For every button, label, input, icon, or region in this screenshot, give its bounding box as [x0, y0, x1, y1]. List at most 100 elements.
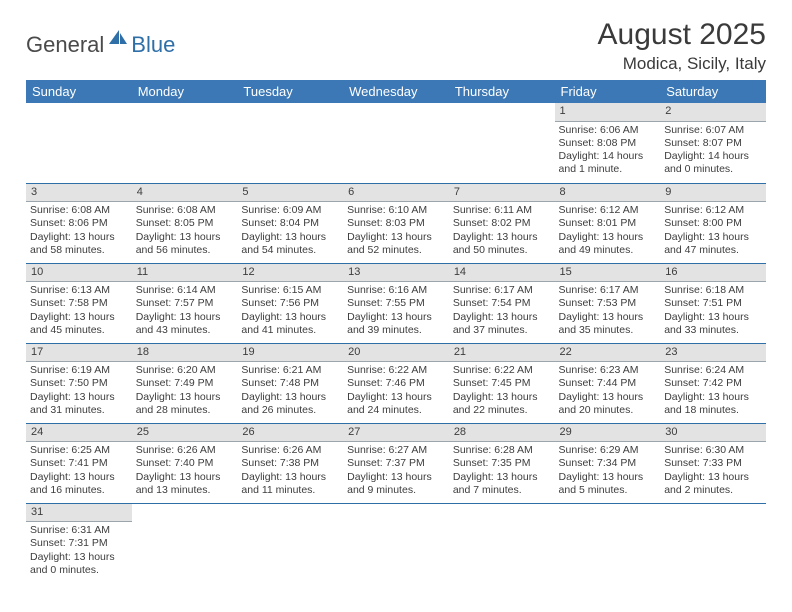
sunrise-text: Sunrise: 6:07 AM: [664, 124, 762, 137]
sunset-text: Sunset: 7:34 PM: [559, 457, 657, 470]
day-details: Sunrise: 6:13 AMSunset: 7:58 PMDaylight:…: [26, 282, 132, 340]
day-number: 21: [449, 344, 555, 363]
weekday-header: Thursday: [449, 80, 555, 103]
daylight-text: Daylight: 13 hours and 11 minutes.: [241, 471, 339, 497]
day-details: Sunrise: 6:08 AMSunset: 8:05 PMDaylight:…: [132, 202, 238, 260]
daylight-text: Daylight: 13 hours and 9 minutes.: [347, 471, 445, 497]
calendar-day-cell: 16Sunrise: 6:18 AMSunset: 7:51 PMDayligh…: [660, 263, 766, 343]
day-details: Sunrise: 6:12 AMSunset: 8:00 PMDaylight:…: [660, 202, 766, 260]
day-number: 10: [26, 264, 132, 283]
day-number: 15: [555, 264, 661, 283]
daylight-text: Daylight: 13 hours and 50 minutes.: [453, 231, 551, 257]
weekday-header: Monday: [132, 80, 238, 103]
calendar-week-row: 24Sunrise: 6:25 AMSunset: 7:41 PMDayligh…: [26, 423, 766, 503]
sunset-text: Sunset: 7:54 PM: [453, 297, 551, 310]
day-number: 18: [132, 344, 238, 363]
calendar-week-row: 31Sunrise: 6:31 AMSunset: 7:31 PMDayligh…: [26, 503, 766, 583]
calendar-day-cell: [555, 503, 661, 583]
header: General Blue August 2025 Modica, Sicily,…: [26, 18, 766, 74]
calendar-day-cell: 17Sunrise: 6:19 AMSunset: 7:50 PMDayligh…: [26, 343, 132, 423]
day-details: Sunrise: 6:26 AMSunset: 7:38 PMDaylight:…: [237, 442, 343, 500]
daylight-text: Daylight: 13 hours and 16 minutes.: [30, 471, 128, 497]
sunset-text: Sunset: 8:06 PM: [30, 217, 128, 230]
daylight-text: Daylight: 13 hours and 49 minutes.: [559, 231, 657, 257]
weekday-header: Friday: [555, 80, 661, 103]
sunrise-text: Sunrise: 6:06 AM: [559, 124, 657, 137]
day-details: Sunrise: 6:25 AMSunset: 7:41 PMDaylight:…: [26, 442, 132, 500]
day-details: Sunrise: 6:22 AMSunset: 7:45 PMDaylight:…: [449, 362, 555, 420]
sunset-text: Sunset: 7:33 PM: [664, 457, 762, 470]
calendar-day-cell: 5Sunrise: 6:09 AMSunset: 8:04 PMDaylight…: [237, 183, 343, 263]
sunset-text: Sunset: 7:58 PM: [30, 297, 128, 310]
sunset-text: Sunset: 7:48 PM: [241, 377, 339, 390]
day-number: 20: [343, 344, 449, 363]
weekday-header-row: Sunday Monday Tuesday Wednesday Thursday…: [26, 80, 766, 103]
calendar-day-cell: 31Sunrise: 6:31 AMSunset: 7:31 PMDayligh…: [26, 503, 132, 583]
calendar-day-cell: 8Sunrise: 6:12 AMSunset: 8:01 PMDaylight…: [555, 183, 661, 263]
day-details: Sunrise: 6:11 AMSunset: 8:02 PMDaylight:…: [449, 202, 555, 260]
calendar-day-cell: 19Sunrise: 6:21 AMSunset: 7:48 PMDayligh…: [237, 343, 343, 423]
sunrise-text: Sunrise: 6:09 AM: [241, 204, 339, 217]
daylight-text: Daylight: 13 hours and 18 minutes.: [664, 391, 762, 417]
day-details: Sunrise: 6:23 AMSunset: 7:44 PMDaylight:…: [555, 362, 661, 420]
day-number: 29: [555, 424, 661, 443]
sunset-text: Sunset: 7:50 PM: [30, 377, 128, 390]
calendar-day-cell: 30Sunrise: 6:30 AMSunset: 7:33 PMDayligh…: [660, 423, 766, 503]
day-details: Sunrise: 6:06 AMSunset: 8:08 PMDaylight:…: [555, 122, 661, 180]
sunrise-text: Sunrise: 6:18 AM: [664, 284, 762, 297]
daylight-text: Daylight: 13 hours and 2 minutes.: [664, 471, 762, 497]
day-number: 7: [449, 184, 555, 203]
calendar-day-cell: [132, 103, 238, 183]
sunrise-text: Sunrise: 6:31 AM: [30, 524, 128, 537]
day-number: 27: [343, 424, 449, 443]
sunrise-text: Sunrise: 6:23 AM: [559, 364, 657, 377]
daylight-text: Daylight: 13 hours and 58 minutes.: [30, 231, 128, 257]
daylight-text: Daylight: 13 hours and 33 minutes.: [664, 311, 762, 337]
calendar-week-row: 17Sunrise: 6:19 AMSunset: 7:50 PMDayligh…: [26, 343, 766, 423]
weekday-header: Saturday: [660, 80, 766, 103]
daylight-text: Daylight: 13 hours and 5 minutes.: [559, 471, 657, 497]
sunrise-text: Sunrise: 6:26 AM: [136, 444, 234, 457]
day-details: Sunrise: 6:17 AMSunset: 7:53 PMDaylight:…: [555, 282, 661, 340]
day-details: Sunrise: 6:15 AMSunset: 7:56 PMDaylight:…: [237, 282, 343, 340]
calendar-day-cell: 29Sunrise: 6:29 AMSunset: 7:34 PMDayligh…: [555, 423, 661, 503]
sunset-text: Sunset: 7:56 PM: [241, 297, 339, 310]
calendar-day-cell: [449, 503, 555, 583]
day-number: 30: [660, 424, 766, 443]
sunset-text: Sunset: 7:49 PM: [136, 377, 234, 390]
sunset-text: Sunset: 8:05 PM: [136, 217, 234, 230]
daylight-text: Daylight: 13 hours and 43 minutes.: [136, 311, 234, 337]
sunrise-text: Sunrise: 6:14 AM: [136, 284, 234, 297]
title-block: August 2025 Modica, Sicily, Italy: [598, 18, 766, 74]
day-number: 23: [660, 344, 766, 363]
calendar-day-cell: 21Sunrise: 6:22 AMSunset: 7:45 PMDayligh…: [449, 343, 555, 423]
day-number: 9: [660, 184, 766, 203]
day-details: Sunrise: 6:19 AMSunset: 7:50 PMDaylight:…: [26, 362, 132, 420]
day-number: 6: [343, 184, 449, 203]
sunset-text: Sunset: 8:00 PM: [664, 217, 762, 230]
daylight-text: Daylight: 13 hours and 31 minutes.: [30, 391, 128, 417]
day-details: Sunrise: 6:22 AMSunset: 7:46 PMDaylight:…: [343, 362, 449, 420]
sunset-text: Sunset: 7:37 PM: [347, 457, 445, 470]
daylight-text: Daylight: 13 hours and 28 minutes.: [136, 391, 234, 417]
day-number: 14: [449, 264, 555, 283]
month-title: August 2025: [598, 18, 766, 52]
calendar-day-cell: 14Sunrise: 6:17 AMSunset: 7:54 PMDayligh…: [449, 263, 555, 343]
sunrise-text: Sunrise: 6:27 AM: [347, 444, 445, 457]
sunrise-text: Sunrise: 6:24 AM: [664, 364, 762, 377]
day-details: Sunrise: 6:20 AMSunset: 7:49 PMDaylight:…: [132, 362, 238, 420]
day-details: Sunrise: 6:14 AMSunset: 7:57 PMDaylight:…: [132, 282, 238, 340]
daylight-text: Daylight: 13 hours and 13 minutes.: [136, 471, 234, 497]
day-number: 24: [26, 424, 132, 443]
weekday-header: Tuesday: [237, 80, 343, 103]
sunset-text: Sunset: 8:02 PM: [453, 217, 551, 230]
sunrise-text: Sunrise: 6:12 AM: [664, 204, 762, 217]
location: Modica, Sicily, Italy: [598, 54, 766, 74]
sunrise-text: Sunrise: 6:19 AM: [30, 364, 128, 377]
calendar-day-cell: 12Sunrise: 6:15 AMSunset: 7:56 PMDayligh…: [237, 263, 343, 343]
sunrise-text: Sunrise: 6:17 AM: [453, 284, 551, 297]
day-details: Sunrise: 6:09 AMSunset: 8:04 PMDaylight:…: [237, 202, 343, 260]
day-number: 13: [343, 264, 449, 283]
sunrise-text: Sunrise: 6:16 AM: [347, 284, 445, 297]
sunrise-text: Sunrise: 6:11 AM: [453, 204, 551, 217]
